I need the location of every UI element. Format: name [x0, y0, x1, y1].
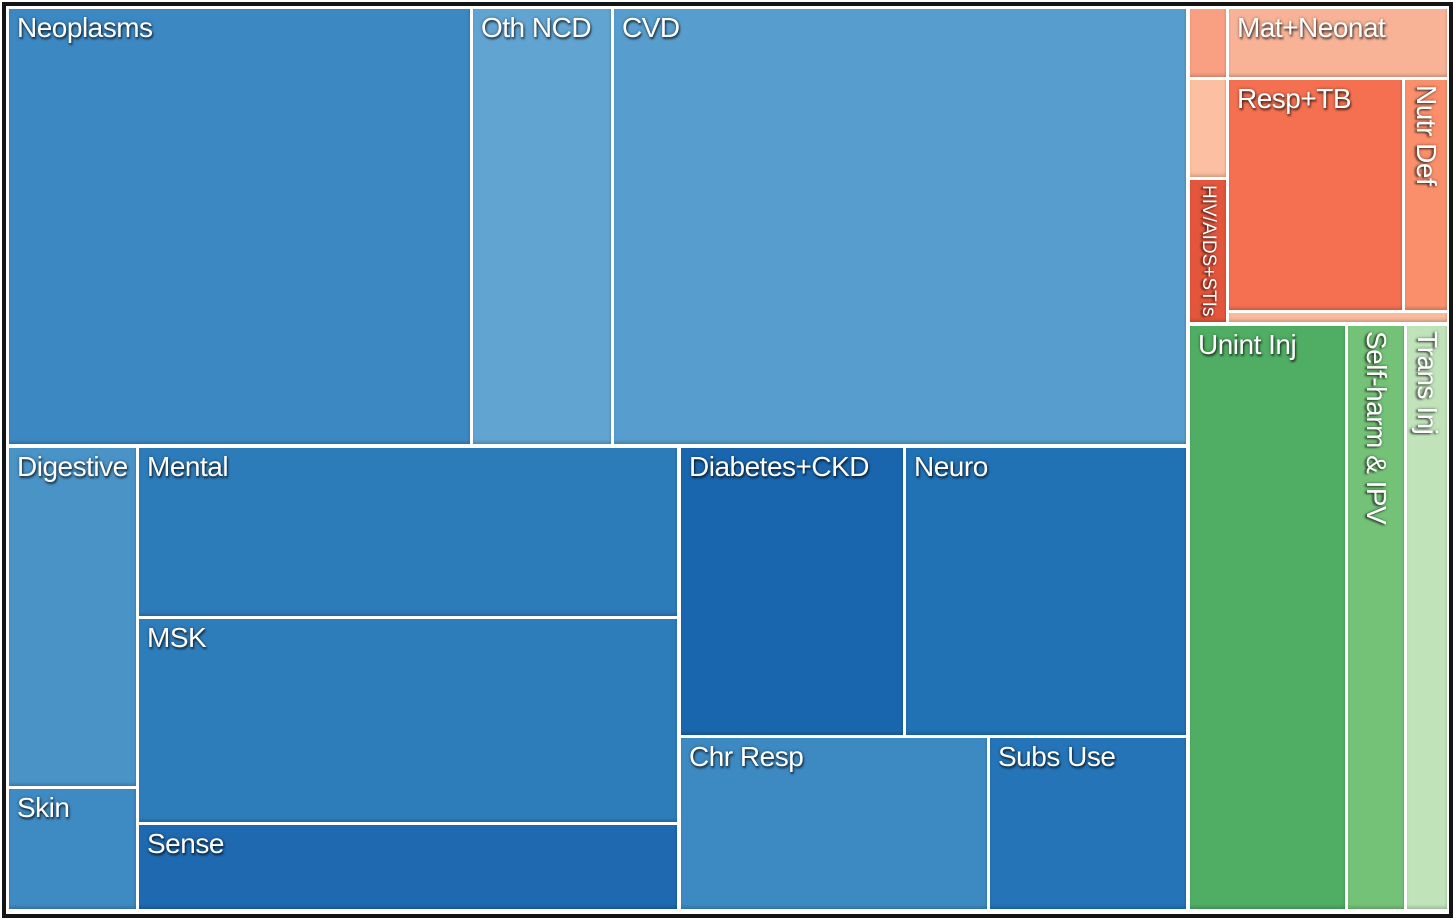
cell-label-neoplasms: Neoplasms: [17, 12, 153, 43]
treemap-cell-self-harm-ipv[interactable]: Self-harm & IPV: [1348, 326, 1404, 909]
cell-label-resp-tb: Resp+TB: [1237, 83, 1352, 114]
treemap-cell-trans-inj[interactable]: Trans Inj: [1407, 326, 1447, 909]
cell-label-neuro: Neuro: [914, 451, 988, 482]
cell-label-nutr-def: Nutr Def: [1411, 85, 1443, 186]
treemap-cell-skin[interactable]: Skin: [9, 789, 136, 909]
treemap-cell-oth-ncd[interactable]: Oth NCD: [473, 9, 611, 444]
treemap-cell-cvd[interactable]: CVD: [614, 9, 1186, 444]
cell-label-chr-resp: Chr Resp: [689, 741, 804, 772]
cell-label-self-harm-ipv: Self-harm & IPV: [1361, 331, 1393, 525]
treemap-cell-subs-use[interactable]: Subs Use: [990, 738, 1186, 909]
cell-label-skin: Skin: [17, 792, 70, 823]
cell-label-digestive: Digestive: [17, 451, 128, 482]
treemap-cell-cmnn-small-3[interactable]: [1229, 313, 1447, 322]
cell-label-hiv-aids-stis: HIV/AIDS+STIs: [1197, 185, 1219, 317]
cell-label-cvd: CVD: [622, 12, 680, 43]
treemap-cell-resp-tb[interactable]: Resp+TB: [1229, 80, 1402, 310]
treemap-cell-cmnn-small-1[interactable]: [1190, 9, 1226, 77]
cell-label-subs-use: Subs Use: [998, 741, 1116, 772]
cell-label-diabetes-ckd: Diabetes+CKD: [689, 451, 869, 482]
treemap-cell-neoplasms[interactable]: Neoplasms: [9, 9, 470, 444]
treemap-cell-sense[interactable]: Sense: [139, 825, 677, 909]
treemap-cell-unint-inj[interactable]: Unint Inj: [1190, 326, 1345, 909]
cell-label-unint-inj: Unint Inj: [1198, 329, 1297, 360]
treemap-cell-neuro[interactable]: Neuro: [906, 448, 1186, 735]
treemap-cell-digestive[interactable]: Digestive: [9, 448, 136, 786]
cell-label-mat-neonat: Mat+Neonat: [1237, 12, 1386, 43]
cell-label-mental: Mental: [147, 451, 229, 482]
cell-label-msk: MSK: [147, 622, 207, 653]
treemap-cell-msk[interactable]: MSK: [139, 619, 677, 822]
treemap-cell-mat-neonat[interactable]: Mat+Neonat: [1229, 9, 1447, 77]
treemap-cell-chr-resp[interactable]: Chr Resp: [681, 738, 987, 909]
treemap-cell-mental[interactable]: Mental: [139, 448, 677, 616]
treemap-cell-diabetes-ckd[interactable]: Diabetes+CKD: [681, 448, 903, 735]
cell-label-sense: Sense: [147, 828, 224, 859]
treemap-cell-cmnn-small-2[interactable]: [1190, 80, 1226, 177]
treemap-cell-hiv-aids-stis[interactable]: HIV/AIDS+STIs: [1190, 180, 1226, 322]
cell-label-oth-ncd: Oth NCD: [481, 12, 592, 43]
cell-label-trans-inj: Trans Inj: [1412, 331, 1444, 435]
treemap-cell-nutr-def[interactable]: Nutr Def: [1405, 80, 1447, 310]
